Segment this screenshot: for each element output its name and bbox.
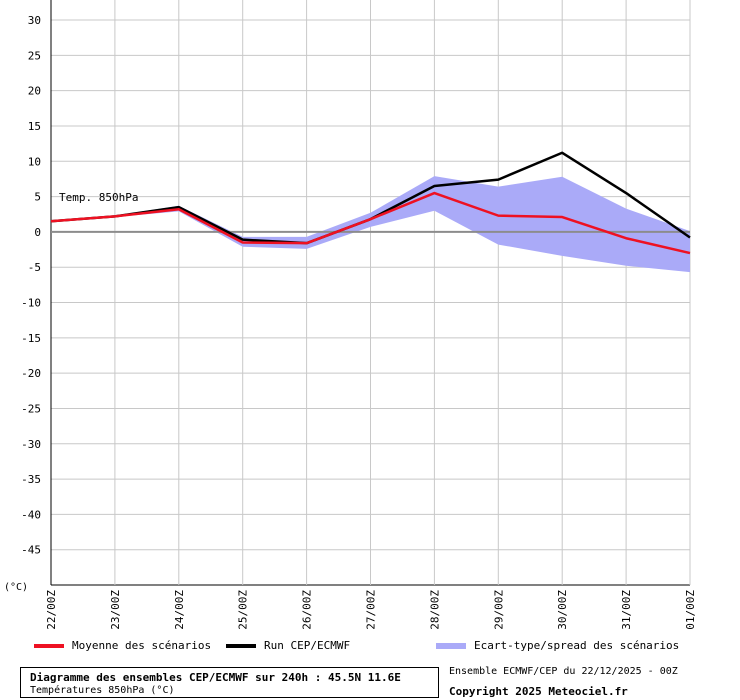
ensemble-chart: 30 25 20 15 10 5 0 -5 -10 -15 -20 -25 -30 -35 -40 -45 2… <box>4 0 697 630</box>
x-tick-label: 30/00Z <box>556 590 569 630</box>
x-tick-label: 28/00Z <box>428 590 441 630</box>
x-tick-label: 29/00Z <box>492 590 505 630</box>
x-tick-label: 27/00Z <box>365 590 378 630</box>
y-tick-label: -25 <box>21 402 41 415</box>
y-tick-label: -40 <box>21 508 41 521</box>
y-tick-label: 30 <box>28 14 41 27</box>
y-tick-label: -15 <box>21 332 41 345</box>
x-tick-label: 24/00Z <box>173 590 186 630</box>
legend-spread-label: Ecart-type/spread des scénarios <box>474 639 680 652</box>
y-tick-label: 5 <box>34 191 41 204</box>
y-axis-unit: (°C) <box>4 582 28 593</box>
x-tick-label: 01/00Z <box>684 590 697 630</box>
spread-band-group <box>51 176 690 273</box>
legend-mean-label: Moyenne des scénarios <box>72 639 212 652</box>
y-tick-label: -20 <box>21 367 41 380</box>
y-tick-label: -35 <box>21 473 41 486</box>
y-tick-label: -30 <box>21 438 41 451</box>
y-tick-label: 10 <box>28 155 41 168</box>
legend-run-swatch <box>226 643 256 648</box>
y-tick-label: 0 <box>34 226 41 239</box>
series-lines <box>50 151 691 255</box>
mean-series-line <box>50 191 691 255</box>
x-tick-labels: 22/00Z 23/00Z 24/00Z 25/00Z 26/00Z 27/00Z 28/0… <box>45 590 697 630</box>
y-tick-label: -5 <box>28 261 41 274</box>
footer-title: Diagramme des ensembles CEP/ECMWF sur 24… <box>30 671 401 684</box>
footer-title-box: Diagramme des ensembles CEP/ECMWF sur 24… <box>20 667 439 698</box>
x-tick-label: 25/00Z <box>237 590 250 630</box>
legend-spread: Ecart-type/spread des scénarios <box>436 639 679 652</box>
y-tick-label: 20 <box>28 85 41 98</box>
y-tick-label: 25 <box>28 49 41 62</box>
legend-run-label: Run CEP/ECMWF <box>264 639 351 652</box>
legend-spread-swatch <box>436 642 466 649</box>
copyright: Copyright 2025 Meteociel.fr <box>449 685 628 698</box>
chart-annotation: Temp. 850hPa <box>59 191 138 204</box>
spread-band <box>51 176 690 273</box>
y-tick-labels: 30 25 20 15 10 5 0 -5 -10 -15 -20 -25 -30 -35 -40 -45 <box>21 14 41 557</box>
y-tick-label: -45 <box>21 544 41 557</box>
y-tick-label: -10 <box>21 297 41 310</box>
run-info: Ensemble ECMWF/CEP du 22/12/2025 - 00Z <box>449 666 678 677</box>
legend-mean: Moyenne des scénarios <box>34 639 211 652</box>
x-tick-label: 26/00Z <box>301 590 314 630</box>
x-tick-label: 31/00Z <box>620 590 633 630</box>
footer-subtitle: Températures 850hPa (°C) <box>30 685 175 696</box>
legend-mean-swatch <box>34 643 64 648</box>
y-tick-label: 15 <box>28 120 41 133</box>
chart-grid <box>50 0 691 586</box>
x-tick-label: 23/00Z <box>109 590 122 630</box>
x-tick-label: 22/00Z <box>45 590 58 630</box>
legend-run: Run CEP/ECMWF <box>226 639 350 652</box>
